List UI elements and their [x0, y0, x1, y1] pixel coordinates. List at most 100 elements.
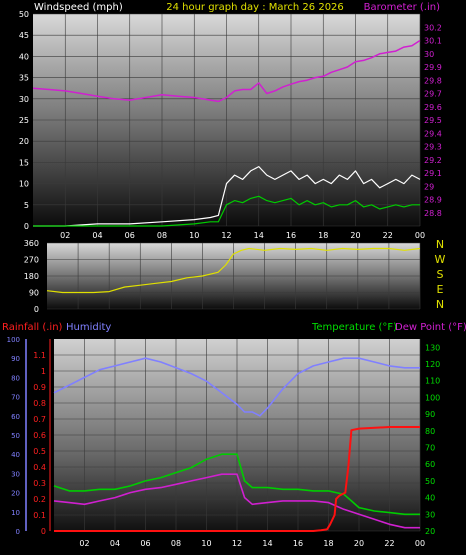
rain-tick-label: 1.1 — [33, 351, 46, 360]
panel1-x-axis-ticks: 02 04 06 08 10 12 14 16 18 20 22 00 — [60, 231, 425, 240]
x-tick-label: 22 — [383, 231, 393, 240]
y-tick-label-right: 30.2 — [424, 23, 442, 32]
y-tick-label-right: 29.2 — [424, 156, 442, 165]
x-tick-label: 10 — [201, 539, 211, 548]
rain-tick-label: 0.7 — [33, 415, 46, 424]
humidity-tick-label: 100 — [7, 336, 20, 344]
y-tick-label-right: 28.9 — [424, 196, 442, 205]
temperature-tick-label: 50 — [425, 477, 435, 486]
rain-tick-label: 0.4 — [33, 463, 46, 472]
humidity-tick-label: 60 — [11, 413, 20, 421]
x-tick-label: 02 — [60, 231, 70, 240]
x-tick-label: 04 — [92, 231, 102, 240]
y-tick-label-left: 0 — [24, 222, 29, 231]
temperature-tick-label: 30 — [425, 510, 435, 519]
humidity-tick-label: 40 — [11, 451, 20, 459]
temperature-tick-label: 120 — [425, 360, 440, 369]
rain-tick-label: 0.6 — [33, 431, 46, 440]
panel1-gridlines — [33, 13, 421, 227]
rain-tick-label: 0 — [41, 527, 46, 536]
rainfall-axis-label: Rainfall (.in) — [2, 322, 63, 333]
rain-tick-label: 0.8 — [33, 399, 46, 408]
x-tick-label: 10 — [189, 231, 199, 240]
humidity-tick-label: 10 — [11, 509, 20, 517]
humidity-axis-ticks: 0 10 20 30 40 50 60 70 80 90 100 — [7, 336, 27, 536]
x-tick-label: 14 — [262, 539, 272, 548]
y-tick-label-right: 29.1 — [424, 169, 442, 178]
y-tick-label-right: 29.6 — [424, 103, 442, 112]
y-tick-label-left: 30 — [19, 95, 29, 104]
gust-line — [33, 166, 421, 227]
y-tick-label-right: 29.8 — [424, 76, 442, 85]
humidity-tick-label: 20 — [11, 490, 20, 498]
temperature-tick-label: 130 — [425, 343, 440, 352]
y-tick-label-left: 25 — [19, 116, 29, 125]
temperature-axis-label: Temperature (°F) — [311, 322, 397, 333]
temperature-line — [53, 453, 420, 516]
y-tick-label-direction: 0 — [34, 305, 39, 314]
temperature-axis-ticks: 20 30 40 50 60 70 80 90 100 110 120 130 — [425, 343, 440, 536]
x-tick-label: 20 — [350, 231, 360, 240]
rain-tick-label: 0.3 — [33, 479, 46, 488]
x-tick-label: 18 — [318, 231, 328, 240]
temperature-tick-label: 110 — [425, 377, 440, 386]
humidity-tick-label: 80 — [11, 374, 20, 382]
x-tick-label: 04 — [110, 539, 120, 548]
y-tick-label-left: 5 — [24, 201, 29, 210]
compass-letter: W — [435, 253, 446, 266]
panel3-series — [53, 357, 420, 532]
rain-tick-label: 0.5 — [33, 447, 46, 456]
humidity-tick-label: 30 — [11, 470, 20, 478]
x-tick-label: 12 — [221, 231, 231, 240]
temperature-tick-label: 100 — [425, 393, 440, 402]
y-tick-label-direction: 360 — [24, 239, 39, 248]
y-tick-label-left: 15 — [19, 158, 29, 167]
panel3-x-axis-ticks: 02 04 06 08 10 12 14 16 18 20 22 00 — [79, 539, 425, 548]
average-line — [33, 195, 420, 227]
x-tick-label: 20 — [354, 539, 364, 548]
panel2-left-axis-ticks: 0 90 180 270 360 — [24, 239, 39, 314]
graph-title: 24 hour graph day : March 26 2026 — [166, 2, 344, 13]
panel1-right-axis-ticks: 28.8 28.9 29 29.1 29.2 29.3 29.4 29.5 29.6 29.7 29… — [424, 23, 442, 218]
rain-tick-label: 1 — [41, 367, 46, 376]
temperature-tick-label: 40 — [425, 494, 435, 503]
x-tick-label: 06 — [125, 231, 135, 240]
humidity-tick-label: 0 — [16, 528, 20, 536]
humidity-tick-label: 90 — [11, 355, 20, 363]
y-tick-label-direction: 180 — [24, 272, 39, 281]
y-tick-label-left: 35 — [19, 74, 29, 83]
y-tick-label-left: 45 — [19, 31, 29, 40]
temperature-tick-label: 90 — [425, 410, 435, 419]
x-tick-label: 22 — [384, 539, 394, 548]
x-tick-label: 12 — [232, 539, 242, 548]
x-tick-label: 16 — [293, 539, 303, 548]
panel1-series — [32, 39, 421, 227]
x-tick-label: 00 — [415, 231, 425, 240]
x-tick-label: 08 — [171, 539, 181, 548]
panel1-left-axis-ticks: 0 5 10 15 20 25 30 35 40 45 50 — [19, 10, 29, 231]
temperature-tick-label: 60 — [425, 460, 435, 469]
y-tick-label-right: 29.7 — [424, 90, 442, 99]
compass-letter: N — [436, 298, 444, 311]
temperature-tick-label: 20 — [425, 527, 435, 536]
y-tick-label-left: 40 — [19, 52, 29, 61]
rain-tick-label: 0.2 — [33, 495, 46, 504]
rain-tick-label: 0.9 — [33, 383, 46, 392]
rain-tick-label: 0.1 — [33, 511, 46, 520]
y-tick-label-right: 29.5 — [424, 116, 442, 125]
humidity-tick-label: 50 — [11, 432, 20, 440]
y-tick-label-left: 50 — [19, 10, 29, 19]
panel3-gridlines — [54, 339, 421, 532]
humidity-axis-label: Humidity — [66, 322, 111, 333]
compass-letter: N — [436, 238, 444, 251]
dewpoint-axis-label: Dew Point (°F) — [395, 322, 466, 333]
dewpoint-line — [53, 473, 420, 529]
compass-letter: S — [437, 268, 444, 281]
x-tick-label: 00 — [415, 539, 425, 548]
wind-direction-line — [46, 247, 421, 294]
